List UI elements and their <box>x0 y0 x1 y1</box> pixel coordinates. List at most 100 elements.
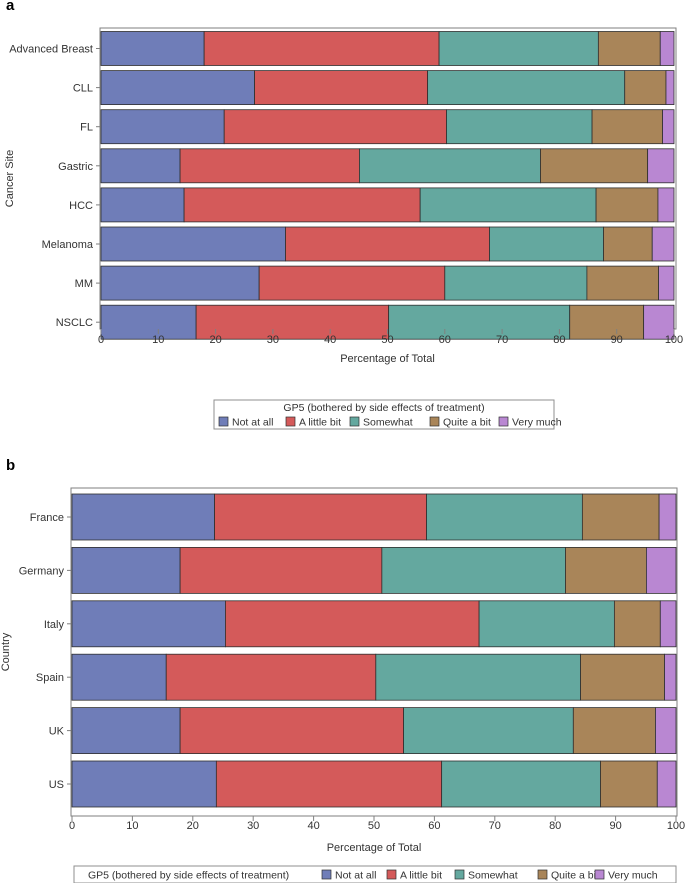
bar-segment <box>446 109 593 145</box>
x-tick-label: 70 <box>496 334 508 346</box>
legend-swatch <box>349 416 360 427</box>
bar-segment <box>71 653 167 701</box>
x-tick-label: 90 <box>611 334 623 346</box>
bar-segment <box>100 31 205 66</box>
bar-segment <box>179 547 383 594</box>
x-tick-label: 40 <box>324 334 336 346</box>
legend-swatch <box>321 869 332 880</box>
bar-segment <box>662 109 675 145</box>
bar-segment <box>183 187 421 223</box>
x-tick-label: 30 <box>267 334 279 346</box>
bar-segment <box>665 70 675 105</box>
bar-segment <box>624 70 667 105</box>
y-tick-label: NSCLC <box>56 317 93 329</box>
legend-swatch <box>386 869 397 880</box>
bar-segment <box>478 600 615 648</box>
bar-segment <box>419 187 597 223</box>
y-tick-label: FL <box>80 122 93 134</box>
panel-b: b France Germany Italy Spain UK US 0 10 20 30 40 50 6… <box>0 457 685 884</box>
bar-segment <box>444 265 588 301</box>
bar-segment <box>388 304 571 340</box>
y-tick-label: CLL <box>73 83 93 95</box>
bar-segment <box>565 547 647 594</box>
bar-segment <box>591 109 663 145</box>
bar-segment <box>203 31 440 66</box>
bar-segment <box>569 304 645 340</box>
panel-a: a Advanced Breast CLL FL Gastric HCC Melanoma M… <box>4 0 683 430</box>
bar-segment <box>254 70 429 105</box>
bar-segment <box>613 600 661 648</box>
legend-swatch <box>285 416 296 427</box>
x-tick-label: 0 <box>98 334 104 346</box>
legend-title: GP5 (bothered by side effects of treatme… <box>283 402 484 414</box>
bar-segment <box>659 600 677 648</box>
legend-swatch <box>594 869 605 880</box>
y-tick-label: UK <box>49 726 65 738</box>
x-tick-label: 60 <box>428 820 440 832</box>
legend: GP5 (bothered by side effects of treatme… <box>73 865 677 884</box>
x-axis-label: Percentage of Total <box>327 842 422 854</box>
bar-segment <box>647 148 675 184</box>
bar-segment <box>215 760 443 808</box>
x-tick-label: 100 <box>667 820 685 832</box>
legend-entry-label: Very much <box>512 417 562 429</box>
x-tick-label: 80 <box>553 334 565 346</box>
bar-segment <box>71 760 217 808</box>
bar-segment <box>595 187 659 223</box>
bar-segment <box>597 31 661 66</box>
y-tick-label: Gastric <box>58 161 93 173</box>
y-tick-label: Italy <box>44 619 65 631</box>
bar-segment <box>100 109 225 145</box>
x-tick-label: 70 <box>489 820 501 832</box>
legend: GP5 (bothered by side effects of treatme… <box>213 399 562 430</box>
y-axis-label: Cancer Site <box>4 150 16 207</box>
x-tick-label: 50 <box>368 820 380 832</box>
bar-segment <box>664 653 677 701</box>
bar-segment <box>214 493 427 541</box>
bar-segment <box>426 493 583 541</box>
bar-segment <box>179 148 360 184</box>
bar-segment <box>225 600 480 648</box>
bar-segment <box>658 493 677 541</box>
bar-segment <box>403 707 574 754</box>
x-tick-label: 100 <box>665 334 683 346</box>
bar-segment <box>572 707 656 754</box>
y-tick-label: Melanoma <box>42 239 94 251</box>
x-tick-label: 90 <box>609 820 621 832</box>
x-tick-label: 20 <box>209 334 221 346</box>
bar-segment <box>179 707 404 754</box>
bar-segment <box>165 653 377 701</box>
y-tick-label: US <box>49 779 64 791</box>
bar-segment <box>381 547 566 594</box>
legend-swatch <box>498 416 509 427</box>
bar-segment <box>71 600 226 648</box>
bar-segment <box>100 70 255 105</box>
x-tick-label: 30 <box>247 820 259 832</box>
x-tick-label: 10 <box>152 334 164 346</box>
bar-segment <box>586 265 659 301</box>
x-tick-label: 20 <box>187 820 199 832</box>
x-tick-label: 80 <box>549 820 561 832</box>
legend-entry-label: Not at all <box>232 417 273 429</box>
legend-box <box>213 399 555 430</box>
bar-segment <box>540 148 649 184</box>
bar-segment <box>656 760 677 808</box>
bar-segment <box>71 547 181 594</box>
legend-swatch <box>429 416 440 427</box>
x-tick-label: 0 <box>69 820 75 832</box>
bar-segment <box>643 304 675 340</box>
legend-entry-label: A little bit <box>299 417 341 429</box>
bar-segment <box>100 226 286 262</box>
x-axis-label: Percentage of Total <box>340 353 435 365</box>
bar-segment <box>441 760 601 808</box>
legend-entry-label: Quite a bit <box>443 417 491 429</box>
legend-entry-label: Somewhat <box>363 417 413 429</box>
x-tick-label: 60 <box>439 334 451 346</box>
y-tick-label: Spain <box>36 672 64 684</box>
bar-segment <box>71 707 181 754</box>
legend-swatch <box>218 416 229 427</box>
bar-segment <box>651 226 675 262</box>
bar-segment <box>100 304 197 340</box>
legend-entry-label: Quite a bit <box>551 870 599 882</box>
